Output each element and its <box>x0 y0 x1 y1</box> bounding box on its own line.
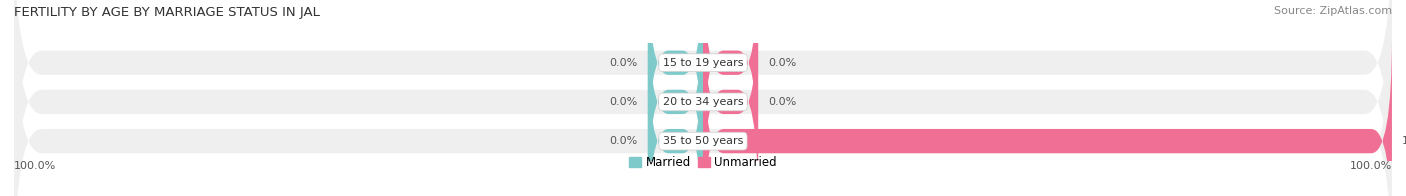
FancyBboxPatch shape <box>14 0 1392 196</box>
Text: 100.0%: 100.0% <box>1402 136 1406 146</box>
Legend: Married, Unmarried: Married, Unmarried <box>628 156 778 169</box>
Text: 0.0%: 0.0% <box>769 97 797 107</box>
Text: FERTILITY BY AGE BY MARRIAGE STATUS IN JAL: FERTILITY BY AGE BY MARRIAGE STATUS IN J… <box>14 6 321 19</box>
Text: 35 to 50 years: 35 to 50 years <box>662 136 744 146</box>
FancyBboxPatch shape <box>703 36 1392 196</box>
FancyBboxPatch shape <box>703 0 758 196</box>
Text: Source: ZipAtlas.com: Source: ZipAtlas.com <box>1274 6 1392 16</box>
Text: 100.0%: 100.0% <box>1350 161 1392 171</box>
FancyBboxPatch shape <box>648 36 703 196</box>
Text: 0.0%: 0.0% <box>609 97 637 107</box>
FancyBboxPatch shape <box>14 0 1392 196</box>
Text: 20 to 34 years: 20 to 34 years <box>662 97 744 107</box>
Text: 0.0%: 0.0% <box>609 136 637 146</box>
FancyBboxPatch shape <box>648 0 703 168</box>
FancyBboxPatch shape <box>703 0 758 168</box>
Text: 15 to 19 years: 15 to 19 years <box>662 58 744 68</box>
FancyBboxPatch shape <box>14 0 1392 196</box>
Text: 0.0%: 0.0% <box>609 58 637 68</box>
Text: 100.0%: 100.0% <box>14 161 56 171</box>
Text: 0.0%: 0.0% <box>769 58 797 68</box>
FancyBboxPatch shape <box>648 0 703 196</box>
